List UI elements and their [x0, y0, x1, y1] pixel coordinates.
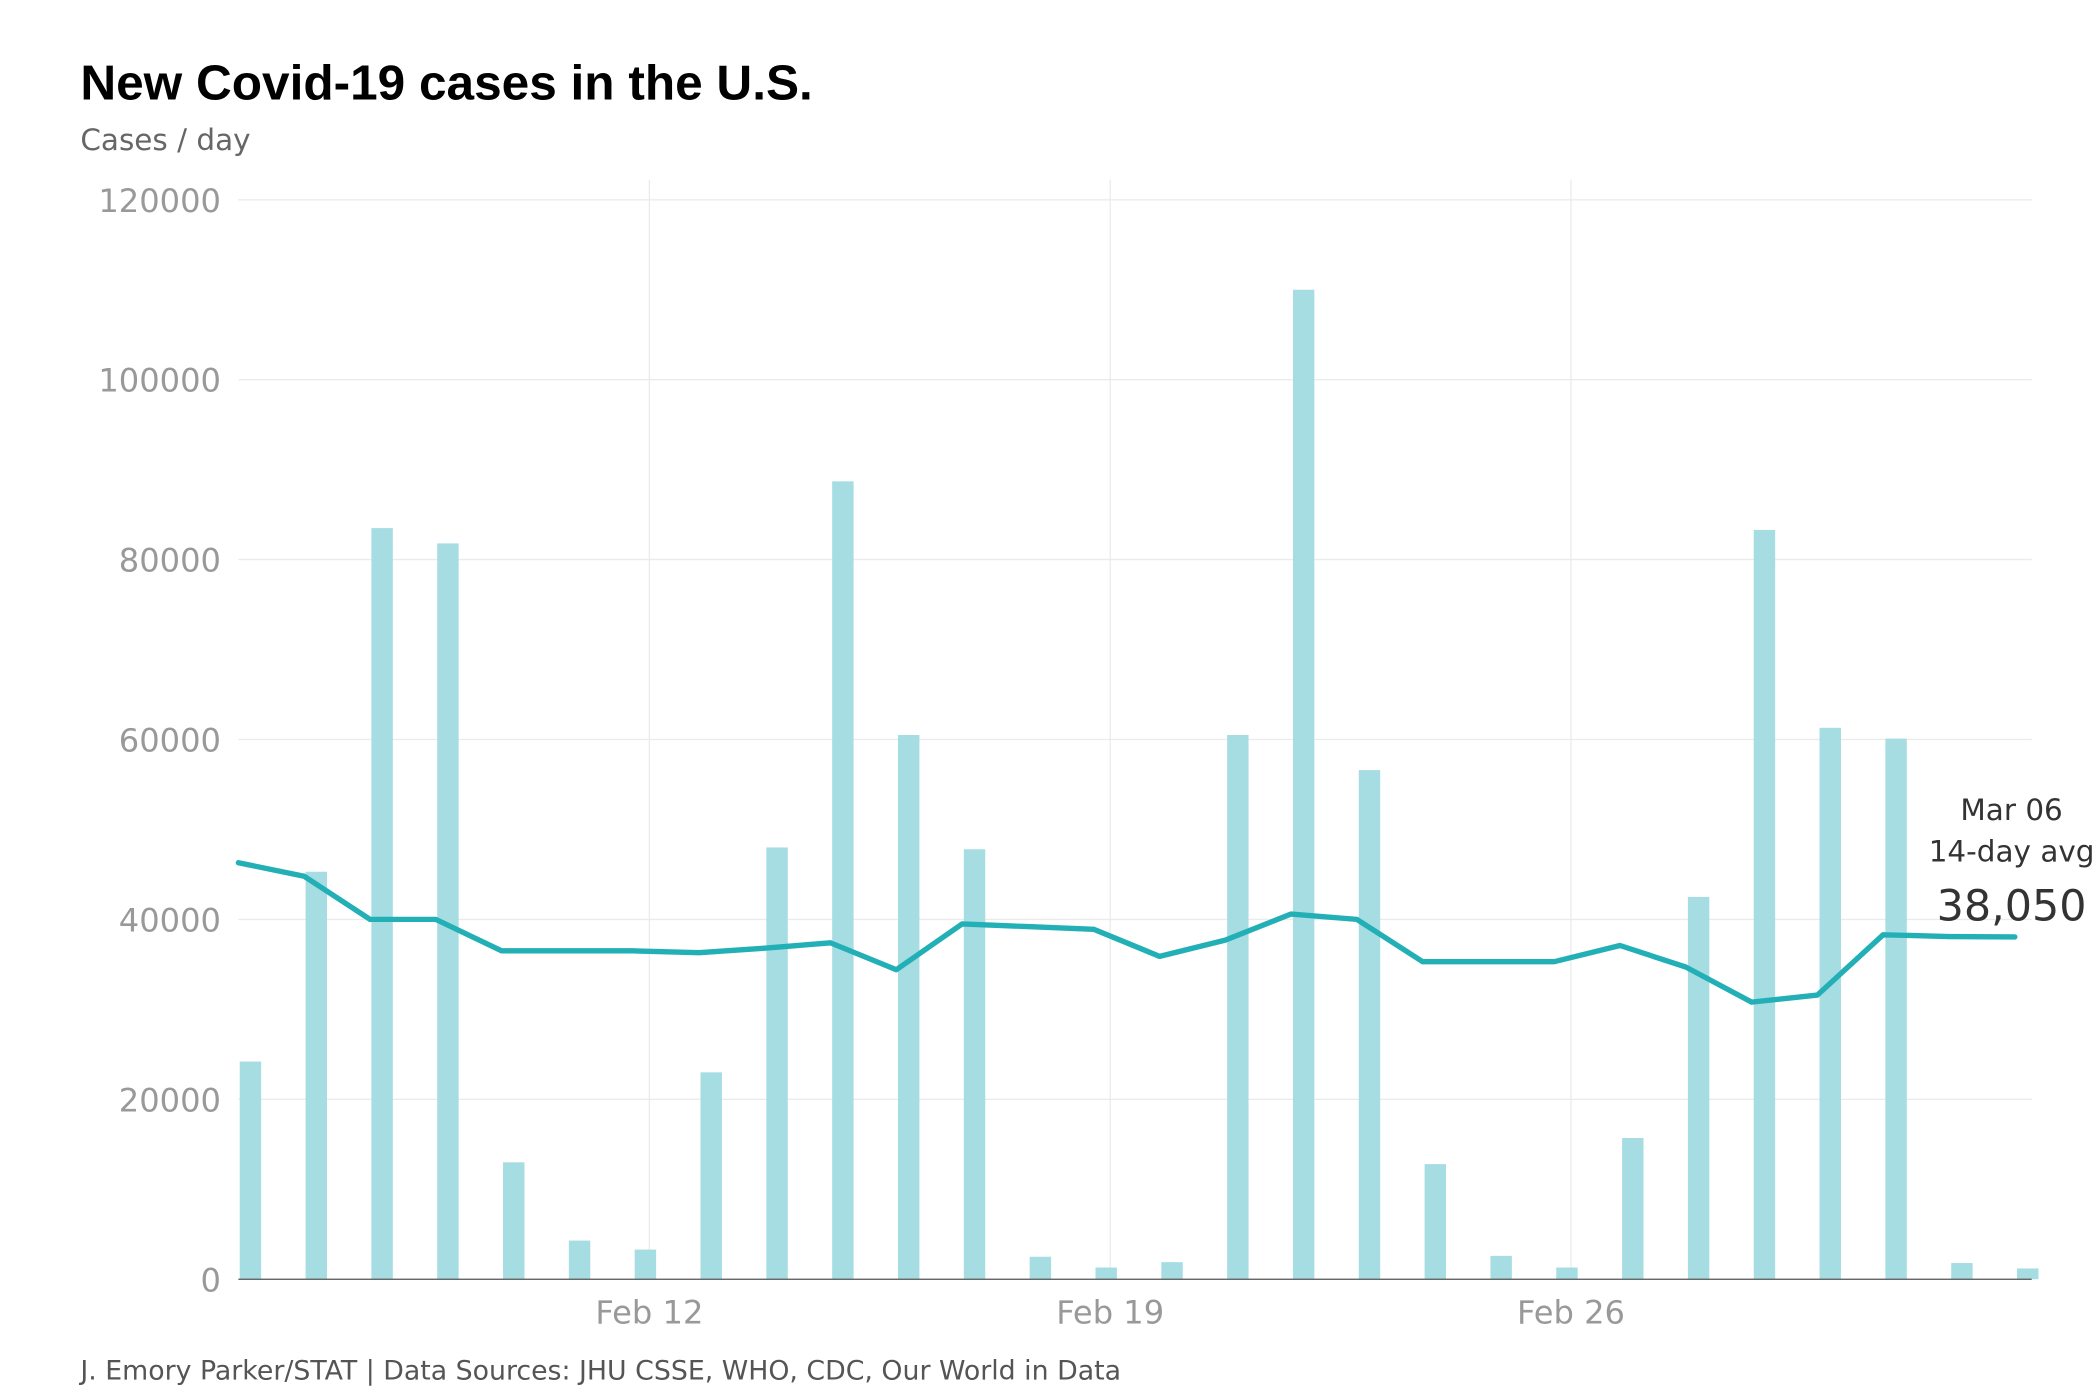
bar-mar-02 [1819, 727, 1841, 1280]
bar-feb-08 [371, 528, 393, 1280]
bar-feb-16 [897, 735, 920, 1280]
bar-feb-27 [1622, 1138, 1644, 1280]
y-axis-ticks: 0 20000 40000 60000 80000 100000 120000 [98, 182, 221, 1299]
x-tick-label: Feb 19 [1056, 1293, 1164, 1331]
bar-feb-14 [766, 847, 788, 1280]
bar-feb-21 [1227, 735, 1249, 1280]
bar-feb-18 [1029, 1256, 1052, 1280]
daily-cases-bars [239, 289, 2039, 1280]
bar-mar-03 [1885, 738, 1907, 1280]
y-tick-label: 40000 [119, 901, 221, 939]
chart-subtitle: Cases / day [80, 123, 250, 157]
y-tick-label: 60000 [119, 722, 221, 760]
x-tick-label: Feb 26 [1517, 1293, 1625, 1331]
bar-feb-20 [1161, 1262, 1183, 1280]
gridlines [238, 179, 2032, 1280]
bar-feb-12 [634, 1249, 657, 1280]
bar-feb-23 [1358, 770, 1381, 1280]
bar-feb-22 [1292, 289, 1315, 1280]
bar-mar-05 [2017, 1268, 2039, 1280]
bar-mar-04 [1951, 1263, 1973, 1280]
bar-feb-19 [1095, 1267, 1117, 1280]
bar-mar-01 [1753, 529, 1776, 1280]
y-tick-label: 20000 [119, 1081, 221, 1119]
y-tick-label: 120000 [98, 182, 221, 220]
bar-feb-07 [305, 871, 327, 1280]
bar-feb-15 [832, 481, 854, 1280]
bar-feb-11 [568, 1240, 591, 1280]
y-tick-label: 0 [201, 1261, 221, 1299]
avg-line-group [235, 860, 2018, 1005]
chart-title: New Covid-19 cases in the U.S. [80, 54, 812, 110]
y-tick-label: 100000 [98, 362, 221, 400]
bar-feb-17 [963, 849, 986, 1280]
bar-feb-24 [1424, 1164, 1447, 1280]
avg-line [235, 860, 2018, 1005]
bar-feb-26 [1556, 1267, 1578, 1280]
bar-feb-28 [1687, 896, 1710, 1280]
bar-feb-13 [700, 1072, 722, 1280]
annotation-label: 14-day avg [1929, 834, 2095, 868]
bar-feb-06 [239, 1061, 262, 1280]
x-tick-label: Feb 12 [595, 1293, 703, 1331]
source-credit: J. Emory Parker/STAT | Data Sources: JHU… [78, 1356, 1121, 1387]
annotation-value: 38,050 [1937, 881, 2087, 931]
y-tick-label: 80000 [119, 542, 221, 580]
annotation-date: Mar 06 [1960, 793, 2062, 827]
bar-feb-25 [1490, 1255, 1512, 1280]
x-axis-ticks: Feb 12 Feb 19 Feb 26 [595, 1293, 1625, 1331]
bar-feb-09 [437, 543, 459, 1280]
bar-feb-10 [503, 1162, 525, 1280]
